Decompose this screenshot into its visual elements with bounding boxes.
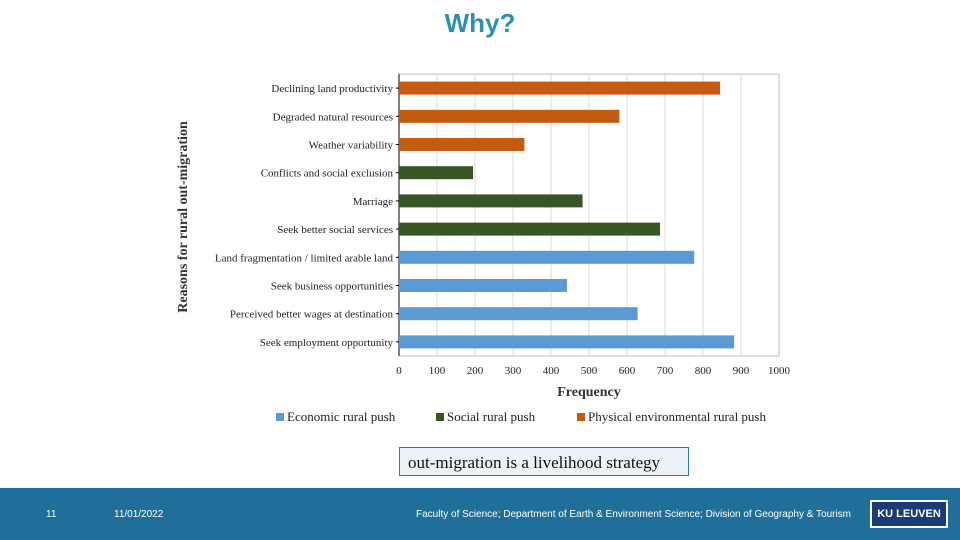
footer-bar: 11 11/01/2022 Faculty of Science; Depart…: [0, 488, 960, 540]
legend-economic: Economic rural push: [276, 409, 395, 425]
bar-4: [399, 194, 583, 208]
category-label-9: Seek employment opportunity: [260, 337, 394, 349]
legend-economic-swatch: [276, 413, 284, 421]
category-label-1: Degraded natural resources: [273, 111, 393, 123]
legend-physical: Physical environmental rural push: [577, 409, 766, 425]
legend-physical-swatch: [577, 413, 585, 421]
category-label-4: Marriage: [353, 196, 393, 208]
footer-date: 11/01/2022: [114, 509, 164, 520]
category-label-7: Seek business opportunities: [271, 281, 393, 293]
category-label-3: Conflicts and social exclusion: [261, 168, 394, 180]
x-tick-label-600: 600: [619, 365, 636, 377]
bar-2: [399, 138, 525, 151]
ku-leuven-logo: KU LEUVEN: [870, 500, 948, 528]
x-tick-label-0: 0: [396, 365, 402, 377]
y-axis-label: Reasons for rural out-migration: [176, 121, 191, 313]
legend-social-label: Social rural push: [447, 409, 536, 424]
x-tick-label-100: 100: [429, 365, 446, 377]
x-tick-label-300: 300: [505, 365, 522, 377]
bar-0: [399, 81, 721, 95]
footer-affiliation: Faculty of Science; Department of Earth …: [416, 509, 852, 520]
legend-economic-label: Economic rural push: [287, 409, 396, 424]
x-tick-label-1000: 1000: [768, 365, 791, 377]
bar-8: [399, 307, 638, 321]
callout-box: out-migration is a livelihood strategy: [399, 447, 689, 476]
chart-legend: Economic rural push Social rural push Ph…: [0, 409, 960, 427]
x-tick-label-800: 800: [695, 365, 712, 377]
x-tick-label-200: 200: [467, 365, 484, 377]
slide-title: Why?: [444, 8, 516, 38]
legend-social: Social rural push: [436, 409, 535, 425]
legend-physical-label: Physical environmental rural push: [588, 409, 766, 424]
x-tick-label-400: 400: [543, 365, 560, 377]
bar-3: [399, 166, 474, 180]
category-label-5: Seek better social services: [277, 224, 393, 236]
x-axis-label: Frequency: [557, 385, 621, 400]
bar-7: [399, 279, 567, 292]
x-tick-label-700: 700: [657, 365, 674, 377]
category-label-2: Weather variability: [309, 140, 394, 152]
bar-chart: Declining land productivity Degraded natu…: [176, 73, 791, 400]
category-label-8: Perceived better wages at destination: [230, 309, 394, 321]
bar-5: [399, 222, 661, 236]
bar-9: [399, 335, 735, 349]
bar-1: [399, 109, 620, 123]
x-tick-label-900: 900: [733, 365, 750, 377]
legend-social-swatch: [436, 413, 444, 421]
category-label-6: Land fragmentation / limited arable land: [215, 252, 394, 264]
bar-6: [399, 250, 695, 264]
x-tick-label-500: 500: [581, 365, 598, 377]
category-label-0: Declining land productivity: [271, 83, 393, 95]
page-number: 11: [46, 509, 57, 520]
